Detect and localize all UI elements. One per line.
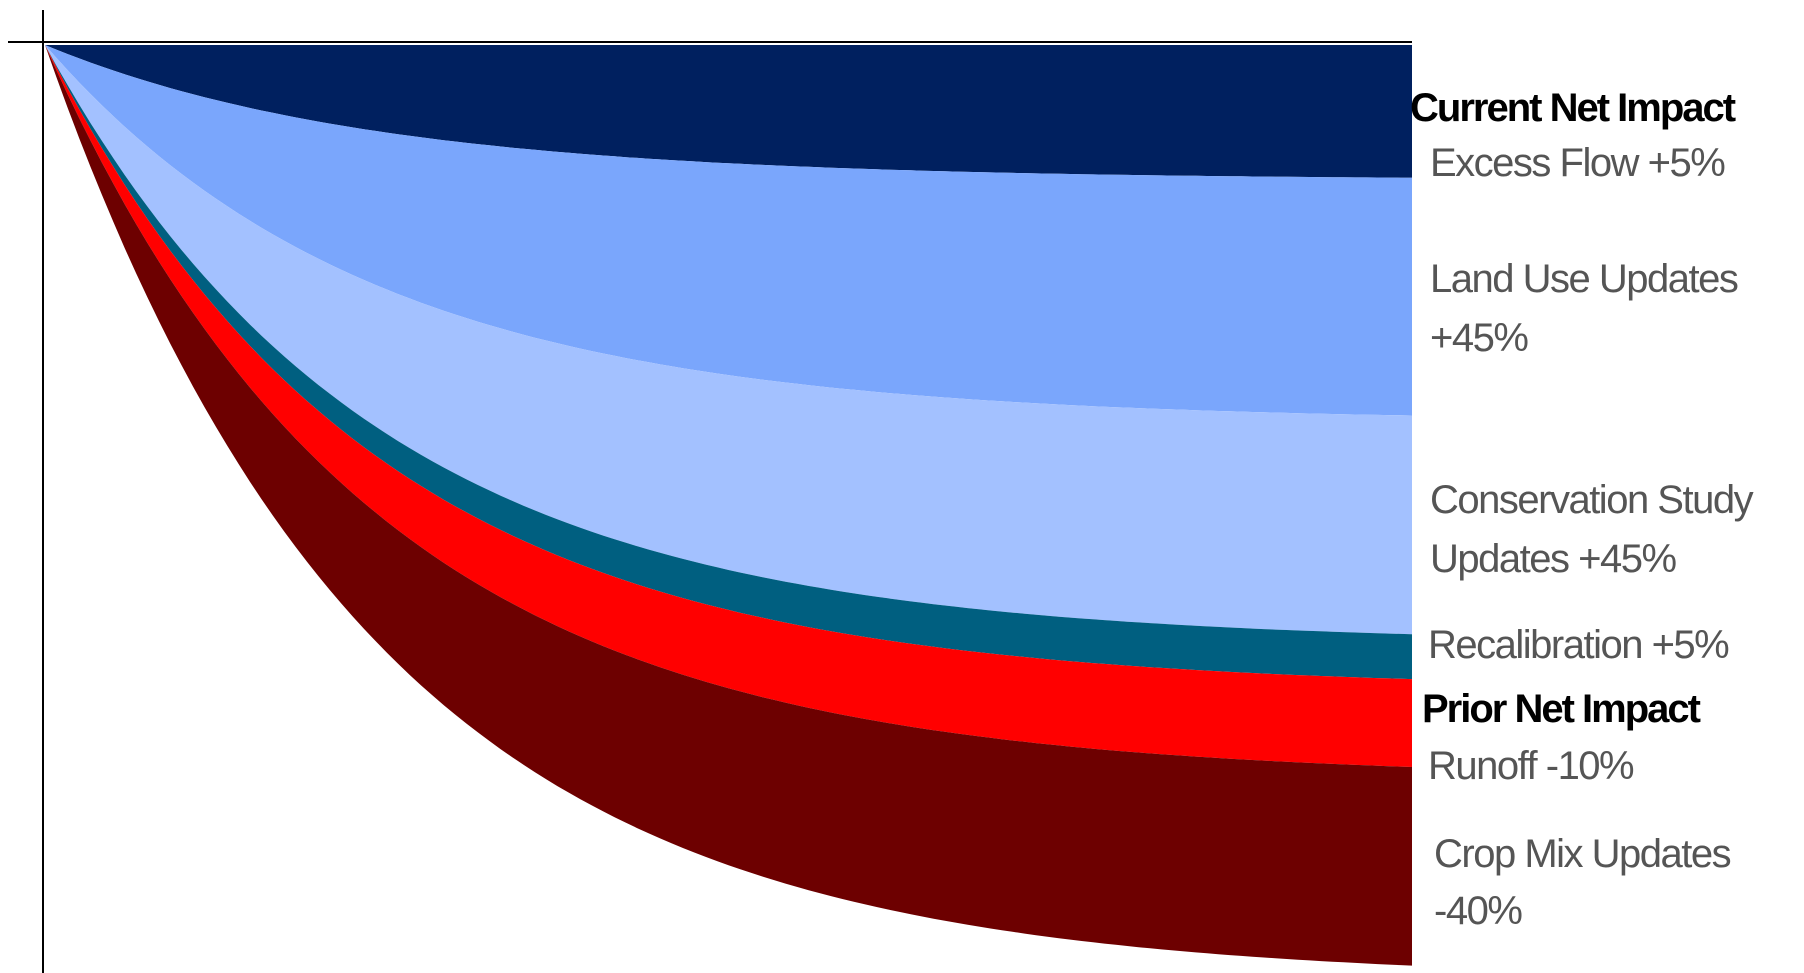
current-net-impact-label: Current Net Impact <box>1410 86 1736 130</box>
crop-mix-label-line2: -40% <box>1434 889 1523 933</box>
band-excess-flow-5 <box>45 45 1412 178</box>
band-crop-mix-updates-40 <box>45 45 1412 966</box>
recalibration-label: Recalibration +5% <box>1428 623 1730 667</box>
band-runoff-10 <box>45 45 1412 767</box>
crop-mix-label-line1: Crop Mix Updates <box>1434 832 1732 876</box>
band-land-use-updates-45 <box>45 45 1412 416</box>
prior-net-impact-label: Prior Net Impact <box>1422 687 1701 731</box>
conservation-label-line1: Conservation Study <box>1430 478 1754 522</box>
excess-flow-label: Excess Flow +5% <box>1430 141 1726 185</box>
runoff-label: Runoff -10% <box>1428 744 1635 788</box>
conservation-label-line2: Updates +45% <box>1430 537 1677 581</box>
land-use-label-line2: +45% <box>1430 316 1529 360</box>
land-use-label-line1: Land Use Updates <box>1430 257 1739 301</box>
band-conservation-study-updates-45 <box>45 45 1412 635</box>
